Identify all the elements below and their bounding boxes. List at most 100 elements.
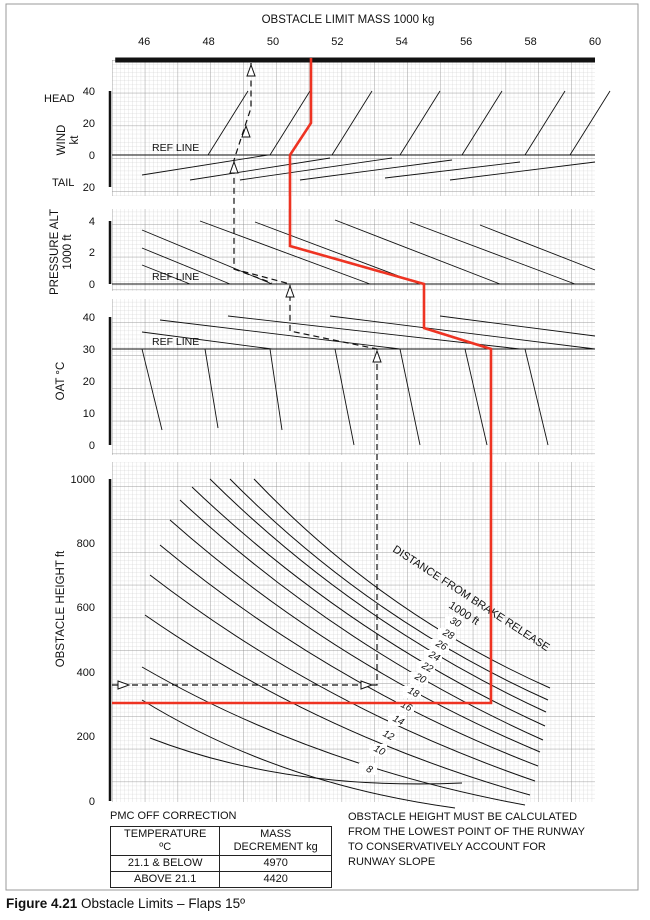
figure-number: Figure 4.21	[6, 896, 78, 911]
panel-tick-label: 1000	[71, 474, 95, 486]
panel-separators	[112, 196, 595, 462]
curve-label-bg	[438, 628, 456, 640]
chart-title: OBSTACLE LIMIT MASS 1000 kg	[262, 14, 435, 26]
distance-curve	[229, 478, 549, 701]
mass-tick-label: 58	[524, 36, 536, 48]
path-arrow	[117, 680, 131, 690]
panel-tick-label: 40	[83, 86, 95, 98]
guide-line	[331, 90, 373, 156]
mass-tick-label: 56	[460, 36, 472, 48]
curve-label-bg	[359, 763, 377, 775]
path-arrow	[229, 160, 239, 174]
guide-line	[384, 161, 521, 179]
guide-line	[269, 90, 311, 156]
pmc-cell-temperature: 21.1 & BELOW	[109, 855, 221, 872]
pmc-cell-decrement: 4420	[219, 871, 332, 888]
panel-axis-label: OBSTACLE HEIGHT ft	[55, 550, 67, 667]
figure-frame	[5, 3, 639, 891]
pmc-header-row: TEMPERATURE ºC MASS DECREMENT kg	[109, 826, 332, 856]
distance-curve	[149, 574, 536, 782]
pmc-header-mass-line2: DECREMENT kg	[233, 841, 318, 853]
distance-curve	[253, 478, 551, 689]
guide-line	[141, 264, 191, 285]
ref-line-label: REF LINE	[152, 271, 199, 283]
distance-curve-label: 8	[364, 764, 374, 777]
guide-line	[239, 157, 393, 181]
path-arrow	[285, 284, 295, 298]
panel-tick-label: 200	[77, 731, 95, 743]
path-arrow	[241, 124, 251, 138]
distance-curve-label: 10	[372, 743, 387, 758]
guide-line	[334, 348, 355, 446]
example-path-red	[112, 58, 493, 705]
guide-line	[207, 90, 249, 156]
guide-line	[254, 221, 421, 285]
panel-gap	[112, 196, 595, 209]
distance-curve-label: 28	[440, 627, 456, 643]
mass-axis: 46 48 50 52 54 56 58 60	[115, 36, 601, 63]
curve-label-bg	[388, 714, 406, 726]
pmc-header-temperature: TEMPERATURE ºC	[109, 826, 221, 856]
panel-axis-label-line: OAT °C	[55, 362, 67, 401]
note-line: RUNWAY SLOPE	[348, 856, 436, 868]
distance-curve	[209, 478, 547, 713]
panel-tick-label: 0	[89, 150, 95, 162]
guide-line	[479, 224, 596, 271]
note-line: OBSTACLE HEIGHT MUST BE CALCULATED	[348, 811, 578, 823]
panel-tick-label: 20	[83, 118, 95, 130]
panel-tick-label: 40	[83, 312, 95, 324]
guide-line	[569, 90, 611, 156]
distance-curve	[149, 737, 463, 785]
guide-line	[334, 219, 501, 285]
runway-note: OBSTACLE HEIGHT MUST BE CALCULATED FROM …	[348, 810, 638, 870]
panel-axis-label: WINDkt	[56, 125, 81, 156]
guide-line	[399, 90, 441, 156]
panel-tick-label: 10	[83, 408, 95, 420]
guide-line	[141, 247, 231, 285]
guide-line	[159, 319, 401, 350]
mass-tick-label: 46	[138, 36, 150, 48]
curve-label-bg	[431, 639, 449, 651]
guide-line	[329, 315, 596, 350]
ref-line-label: REF LINE	[152, 142, 199, 154]
guide-line	[141, 154, 269, 176]
panel-pressure-alt: 4 2 0 REF LINE PRESSURE ALT1000 ft	[49, 209, 595, 295]
figure-title: Obstacle Limits – Flaps 15º	[77, 896, 246, 911]
panel-axis-label: PRESSURE ALT1000 ft	[49, 209, 74, 295]
panel-axis-label-line: PRESSURE ALT	[49, 209, 61, 295]
distance-curve-label: 22	[419, 660, 435, 676]
pmc-row: 21.1 & BELOW 4970	[109, 855, 332, 872]
panel-axis-label-line: 1000 ft	[62, 234, 74, 270]
head-label: HEAD	[44, 93, 75, 105]
guide-line	[399, 348, 421, 446]
ref-line-label: REF LINE	[152, 336, 199, 348]
path-arrow	[246, 63, 256, 77]
example-paths	[112, 58, 493, 705]
pmc-header-mass: MASS DECREMENT kg	[219, 826, 332, 856]
guide-line	[141, 229, 273, 285]
mass-tick-label: 52	[331, 36, 343, 48]
guide-line	[269, 348, 283, 431]
guide-line	[189, 157, 331, 181]
distance-curve	[159, 544, 539, 767]
pmc-cell-temperature: ABOVE 21.1	[109, 871, 221, 888]
mass-tick-label: 60	[589, 36, 601, 48]
tail-label: TAIL	[52, 177, 74, 189]
distance-curve-label: 14	[391, 713, 406, 728]
example-path-dashed	[112, 63, 378, 686]
curve-label-bg	[417, 661, 435, 673]
pmc-row: ABOVE 21.1 4420	[109, 871, 332, 888]
curve-label-bg	[410, 672, 428, 684]
pmc-table: TEMPERATURE ºC MASS DECREMENT kg 21.1 & …	[109, 826, 332, 888]
distance-curve	[141, 666, 526, 806]
pmc-correction: PMC OFF CORRECTION TEMPERATURE ºC MASS D…	[88, 810, 332, 888]
distance-curve	[179, 499, 544, 741]
guide-line	[141, 348, 163, 431]
panel-tick-label: 0	[89, 440, 95, 452]
path-arrow	[360, 680, 374, 690]
panel-obstacle-height: 1000 800 600 400 200 0 OBSTACLE HEIGHT ft	[55, 474, 112, 808]
panel-tick-label: 20	[83, 182, 95, 194]
panel-tick-label: 2	[89, 247, 95, 259]
